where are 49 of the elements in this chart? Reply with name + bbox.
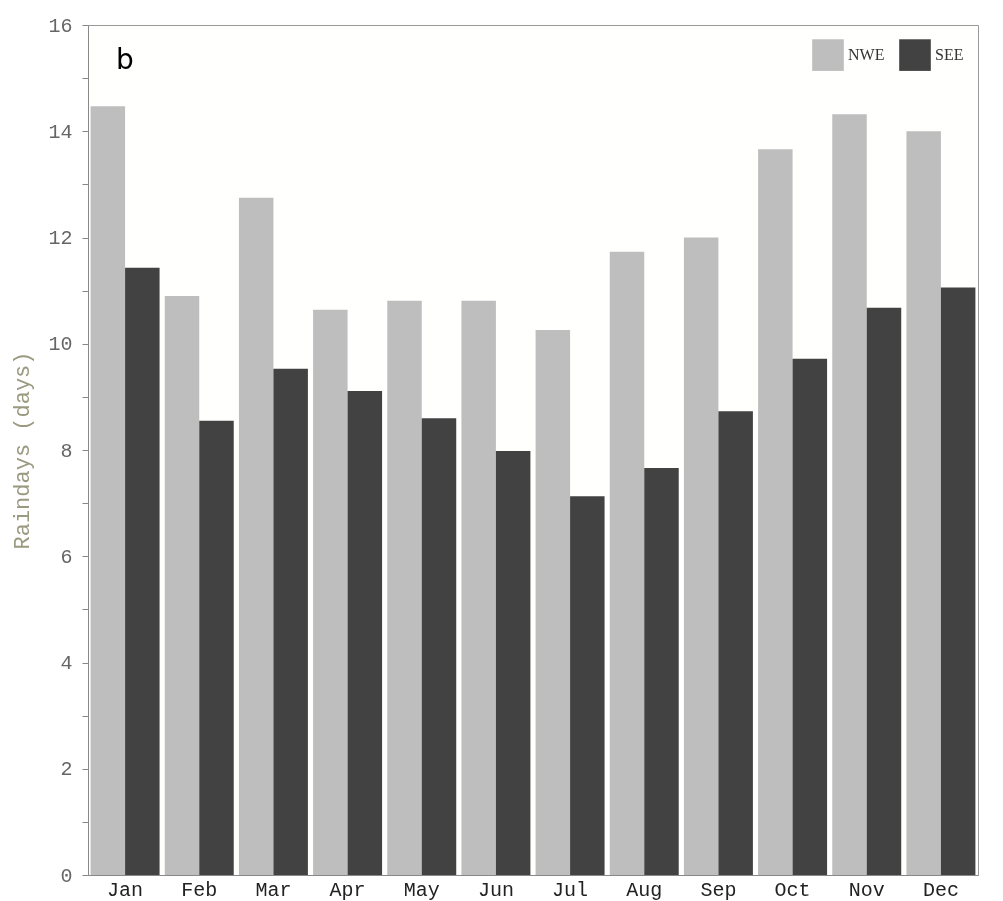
bar <box>313 309 348 875</box>
y-tick-label: 8 <box>60 439 73 463</box>
x-tick-label: Apr <box>329 878 366 901</box>
y-axis-title: Raindays (days) <box>11 351 37 550</box>
bar <box>238 197 274 875</box>
bar <box>199 420 234 875</box>
x-tick-label: Aug <box>626 878 663 901</box>
bar <box>940 287 976 875</box>
bar <box>421 418 457 875</box>
annotation: b <box>116 43 134 76</box>
bar <box>90 106 126 875</box>
bar <box>832 114 867 875</box>
y-tick-label: 14 <box>48 120 73 144</box>
y-tick-label: 4 <box>60 652 73 675</box>
y-tick-label: 2 <box>60 758 73 782</box>
x-tick-label: Jan <box>107 878 144 901</box>
x-tick-label: Sep <box>700 878 737 901</box>
bar <box>125 267 160 875</box>
x-tick-label: Jul <box>552 878 589 901</box>
bar <box>683 237 719 875</box>
bar <box>758 149 793 875</box>
x-tick-label: Nov <box>848 878 885 901</box>
bar <box>792 358 828 875</box>
bar <box>866 307 902 875</box>
bar <box>387 300 422 875</box>
legend-label: NWE <box>848 46 885 64</box>
legend-label: SEE <box>935 46 964 64</box>
bar <box>164 295 200 875</box>
y-tick-label: 12 <box>48 227 73 250</box>
y-tick-label: 0 <box>60 864 73 888</box>
y-tick-label: 6 <box>60 545 73 569</box>
bar <box>535 329 571 875</box>
bar <box>461 300 496 875</box>
bar <box>570 496 605 875</box>
bar <box>906 131 941 875</box>
x-tick-label: May <box>403 878 440 901</box>
bar <box>495 451 531 875</box>
x-tick-label: Jun <box>477 878 514 901</box>
x-tick-label: Oct <box>774 878 811 901</box>
y-tick-label: 10 <box>48 333 73 357</box>
bar <box>347 391 383 875</box>
bar <box>718 411 753 875</box>
bar <box>609 251 645 875</box>
x-tick-label: Dec <box>922 878 959 901</box>
y-tick-label: 16 <box>48 14 73 38</box>
x-tick-label: Feb <box>181 878 218 901</box>
bar <box>273 368 308 875</box>
bar <box>644 468 679 875</box>
x-tick-label: Mar <box>255 878 292 901</box>
